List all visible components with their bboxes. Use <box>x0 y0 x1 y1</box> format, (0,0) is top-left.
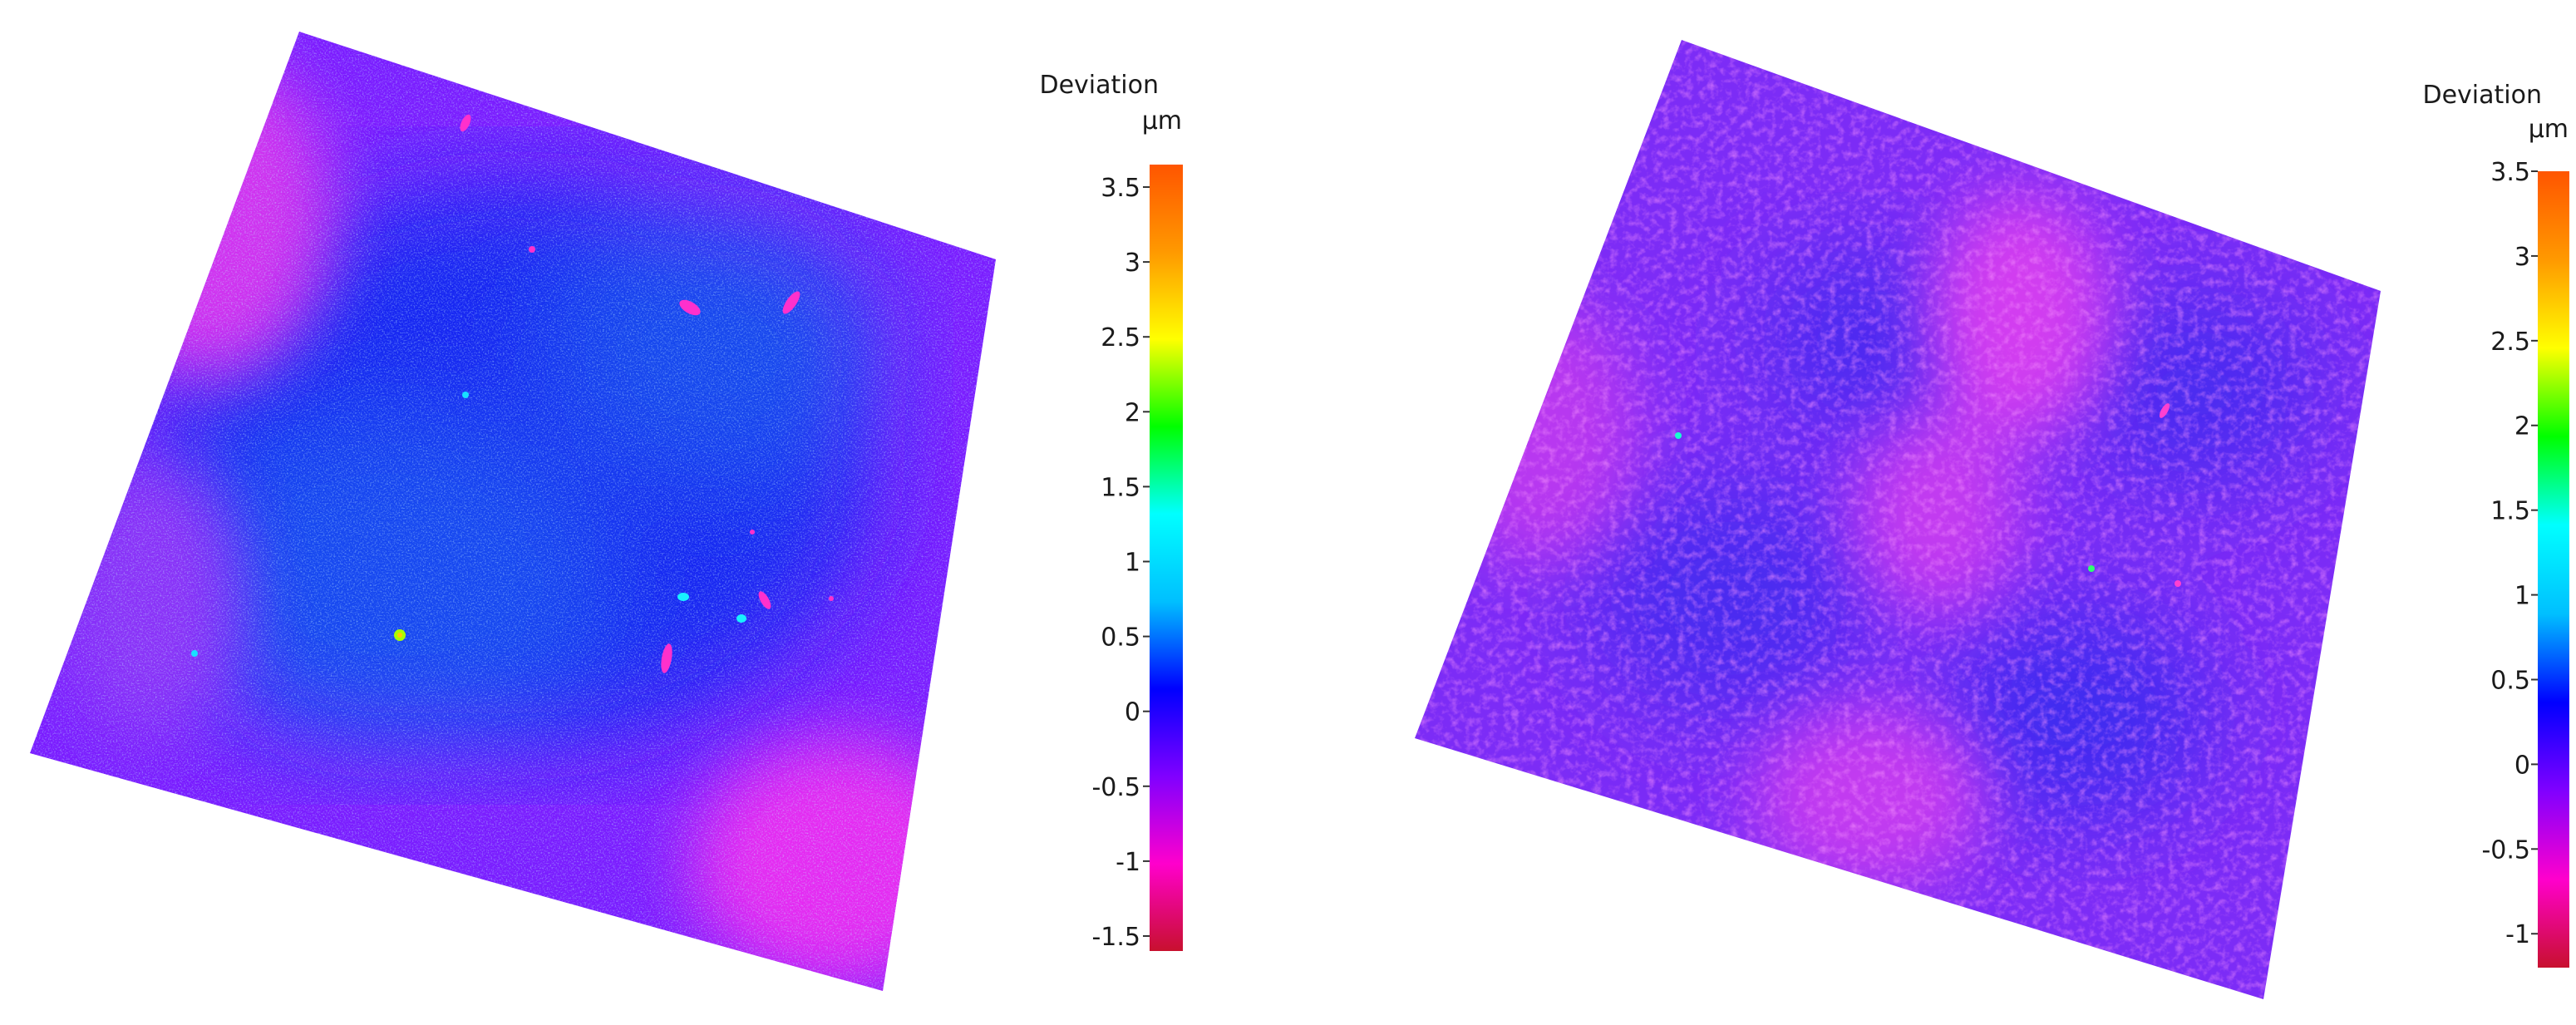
colorbar-tick-label: -0.5 <box>1091 773 1140 802</box>
colorbar-left: Deviation µm 3.5 3 2.5 2 1.5 1 0.5 0 -0.5 -1 -1.5 <box>1040 71 1183 952</box>
deviation-map-right <box>1415 40 2381 999</box>
colorbar-tick-label: -0.5 <box>2481 835 2530 865</box>
colorbar-tick-label: 1 <box>1125 549 1140 578</box>
colorbar-tick-label: 2 <box>1125 398 1140 427</box>
colorbar-right-title: Deviation <box>2423 81 2543 110</box>
colorbar-right-gradient <box>2538 171 2569 968</box>
colorbar-left-ticks: 3.5 3 2.5 2 1.5 1 0.5 0 -0.5 -1 -1.5 <box>1091 174 1150 952</box>
colorbar-right-ticks: 3.5 3 2.5 2 1.5 1 0.5 0 -0.5 -1 <box>2481 158 2538 949</box>
colorbar-tick-label: 0 <box>2514 751 2530 780</box>
colorbar-tick-label: -1.5 <box>1091 923 1140 952</box>
colorbar-tick-label: -1 <box>1116 848 1140 877</box>
colorbar-tick-label: 3.5 <box>1101 174 1140 203</box>
colorbar-left-title: Deviation <box>1040 71 1160 100</box>
colorbar-tick-label: 1.5 <box>1101 473 1140 502</box>
colorbar-tick-label: 0 <box>1125 698 1140 727</box>
colorbar-tick-label: 3 <box>2514 243 2530 272</box>
map-left-speckle <box>30 32 996 991</box>
colorbar-tick-label: 2.5 <box>1101 323 1140 352</box>
colorbar-tick-label: 3 <box>1125 249 1140 278</box>
colorbar-left-unit: µm <box>1142 106 1182 136</box>
colorbar-right: Deviation µm 3.5 3 2.5 2 1.5 1 0.5 0 -0.5 -1 <box>2423 81 2569 968</box>
colorbar-tick-label: 0.5 <box>2490 666 2530 695</box>
map-right-texture <box>1415 40 2381 999</box>
map-right-features <box>1675 403 2181 587</box>
colorbar-tick-label: 0.5 <box>1101 623 1140 653</box>
colorbar-tick-label: 2 <box>2514 412 2530 441</box>
deviation-map-left <box>30 32 996 991</box>
map-left-features <box>191 114 834 673</box>
colorbar-tick-label: 2.5 <box>2490 328 2530 357</box>
colorbar-tick-label: -1 <box>2505 920 2530 949</box>
colorbar-left-gradient <box>1150 165 1183 951</box>
colorbar-tick-label: 1.5 <box>2490 497 2530 526</box>
colorbar-tick-label: 1 <box>2514 582 2530 611</box>
colorbar-tick-label: 3.5 <box>2490 158 2530 187</box>
colorbar-right-unit: µm <box>2529 115 2569 144</box>
